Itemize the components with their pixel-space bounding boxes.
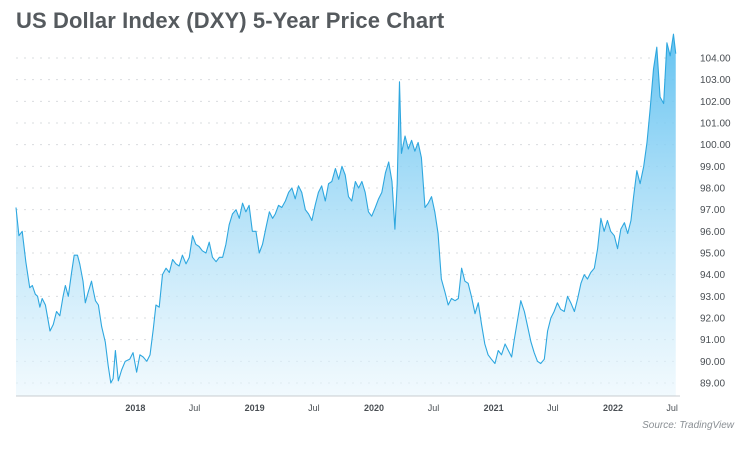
y-tick-label: 95.00 [700, 249, 725, 260]
x-axis-ticks: 2018 Jul 2019 Jul 2020 Jul 2021 Jul 2022 Jul [125, 403, 678, 413]
y-tick-label: 102.00 [700, 97, 731, 108]
x-tick-label: Jul [428, 403, 440, 413]
x-tick-label: Jul [666, 403, 678, 413]
x-tick-label: 2021 [484, 403, 504, 413]
y-tick-label: 90.00 [700, 357, 725, 368]
y-tick-label: 89.00 [700, 379, 725, 390]
y-tick-label: 92.00 [700, 314, 725, 325]
x-tick-label: 2019 [245, 403, 265, 413]
x-tick-label: 2020 [364, 403, 384, 413]
y-axis-ticks: 89.00 90.00 91.00 92.00 93.00 94.00 95.00 96.00… [700, 54, 731, 390]
y-tick-label: 94.00 [700, 270, 725, 281]
y-tick-label: 96.00 [700, 227, 725, 238]
y-tick-label: 93.00 [700, 292, 725, 303]
source-note: Source: TradingView [642, 420, 734, 431]
x-tick-label: Jul [308, 403, 320, 413]
x-tick-label: 2018 [125, 403, 145, 413]
x-tick-label: 2022 [603, 403, 623, 413]
series-line [15, 33, 677, 384]
y-tick-label: 101.00 [700, 119, 731, 130]
series-area [16, 34, 676, 397]
y-tick-label: 103.00 [700, 75, 731, 86]
y-tick-label: 97.00 [700, 205, 725, 216]
y-tick-label: 91.00 [700, 335, 725, 346]
y-tick-label: 100.00 [700, 140, 731, 151]
y-tick-label: 104.00 [700, 54, 731, 65]
x-tick-label: Jul [189, 403, 201, 413]
y-tick-label: 98.00 [700, 184, 725, 195]
y-tick-label: 99.00 [700, 162, 725, 173]
page-title: US Dollar Index (DXY) 5-Year Price Chart [16, 8, 445, 33]
x-tick-label: Jul [547, 403, 559, 413]
